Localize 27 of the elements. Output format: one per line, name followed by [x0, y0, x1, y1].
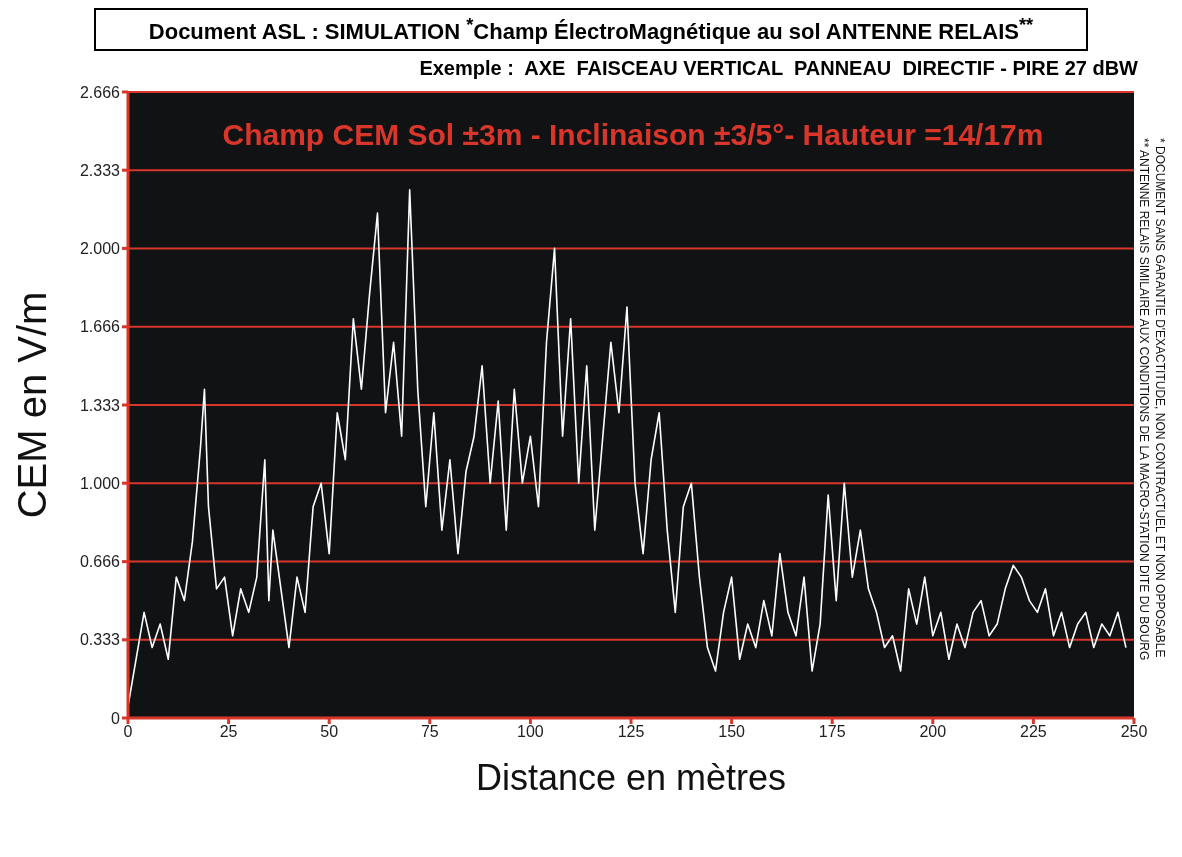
y-tick-label: 1.000	[79, 475, 121, 493]
y-tick-label: 1.666	[79, 318, 121, 336]
x-tick-label: 50	[320, 723, 339, 741]
y-tick-label: 1.333	[79, 397, 121, 415]
x-axis-title: Distance en mètres	[475, 757, 787, 799]
text: * DOCUMENT SANS GARANTIE D'EXACTITUDE, NON CONTRACTUEL ET NON OPPOSABLE	[1152, 138, 1168, 660]
y-tick-label: 0	[111, 710, 121, 728]
x-tick-label: 75	[420, 723, 439, 741]
x-tick-label: 250	[1120, 723, 1148, 741]
chart-subtitle: Exemple : AXE FAISCEAU VERTICAL PANNEAU DIRECTIF - PIRE 27 dBW	[418, 57, 1139, 81]
x-tick-label: 125	[617, 723, 645, 741]
x-tick-label: 200	[919, 723, 947, 741]
annotation: Champ CEM Sol ±3m - Inclinaison ±3/5°- Hauteur =14/17m	[221, 118, 1045, 152]
x-tick-label: 175	[818, 723, 846, 741]
chart-title: Document ASL : SIMULATION $^{*}$Champ ÉlectroMagnétique au sol ANTENNE RELAIS$^{**}$	[94, 8, 1088, 52]
y-tick-label: 0.333	[79, 631, 121, 649]
x-tick-label: 25	[219, 723, 238, 741]
y-tick-label: 2.333	[79, 162, 121, 180]
x-tick-label: 0	[123, 723, 133, 741]
y-tick-label: 2.666	[79, 84, 121, 102]
x-tick-label: 150	[718, 723, 746, 741]
y-axis-title: CEM en V/m	[10, 291, 55, 519]
y-tick-label: 2.000	[79, 240, 121, 258]
y-tick-label: 0.666	[79, 553, 121, 571]
text: ** ANTENNE RELAIS SIMILAIRE AUX CONDITIONS DE LA MACRO-STATION DITE DU BOURG	[1137, 138, 1151, 661]
x-tick-label: 225	[1020, 723, 1047, 741]
x-tick-label: 100	[517, 723, 544, 741]
